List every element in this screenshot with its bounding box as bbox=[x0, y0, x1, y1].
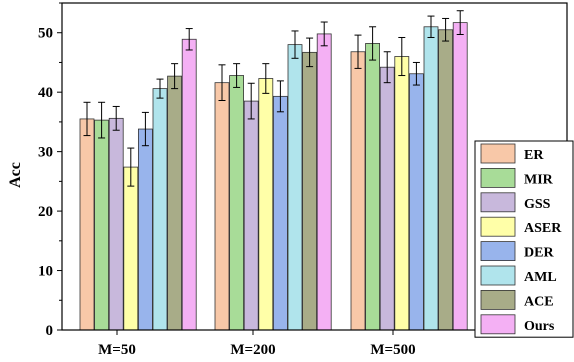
legend-swatch bbox=[480, 265, 516, 286]
error-bar-mir-2 bbox=[369, 26, 377, 61]
error-bar-ours-2 bbox=[456, 10, 464, 36]
bar-aml-2 bbox=[423, 26, 439, 331]
x-tick-label: M=200 bbox=[230, 342, 275, 358]
bar-aser-1 bbox=[258, 78, 274, 331]
error-bar-aser-1 bbox=[262, 63, 270, 94]
legend-item-gss: GSS bbox=[480, 192, 551, 213]
legend-item-mir: MIR bbox=[480, 167, 554, 188]
legend-label: MIR bbox=[524, 172, 554, 187]
legend-item-aser: ASER bbox=[480, 216, 562, 237]
legend-swatch bbox=[480, 314, 516, 335]
legend-swatch bbox=[480, 167, 516, 188]
bar-der-2 bbox=[408, 73, 424, 331]
y-tick-label: 30 bbox=[38, 145, 53, 161]
error-bar-er-1 bbox=[218, 64, 226, 102]
error-bar-mir-0 bbox=[98, 101, 106, 139]
bar-gss-0 bbox=[108, 117, 124, 331]
bar-mir-0 bbox=[94, 119, 109, 331]
bar-ours-0 bbox=[181, 38, 197, 331]
bar-er-1 bbox=[214, 82, 230, 331]
legend-item-der: DER bbox=[480, 241, 554, 262]
legend-item-aml: AML bbox=[480, 265, 557, 286]
error-bar-er-2 bbox=[354, 34, 362, 69]
legend-item-ours: Ours bbox=[480, 314, 555, 335]
bar-aser-0 bbox=[123, 166, 139, 331]
error-bar-aser-2 bbox=[398, 36, 406, 77]
error-bars-layer bbox=[83, 10, 464, 187]
legend-label: DER bbox=[524, 246, 554, 261]
y-tick-label: 50 bbox=[38, 26, 53, 42]
error-bar-gss-2 bbox=[383, 51, 391, 84]
error-bar-ours-0 bbox=[185, 28, 193, 51]
legend-label: AML bbox=[524, 270, 557, 285]
y-tick-label: 20 bbox=[38, 204, 53, 220]
y-tick-label: 10 bbox=[38, 264, 53, 280]
legend: ER MIR GSS ASER DER AML ACE Ours bbox=[474, 140, 574, 338]
legend-swatch bbox=[480, 143, 516, 164]
bar-der-1 bbox=[272, 95, 288, 331]
error-bar-aml-0 bbox=[156, 78, 164, 99]
legend-item-er: ER bbox=[480, 143, 544, 164]
legend-label: ASER bbox=[524, 221, 562, 236]
bar-er-2 bbox=[350, 51, 366, 331]
legend-swatch bbox=[480, 289, 516, 310]
legend-label: GSS bbox=[524, 197, 551, 212]
bar-mir-2 bbox=[365, 43, 381, 331]
error-bar-ours-1 bbox=[320, 21, 328, 47]
x-tick-label: M=500 bbox=[370, 342, 415, 358]
x-tick-label: M=50 bbox=[98, 342, 136, 358]
bar-ace-2 bbox=[438, 29, 454, 331]
error-bar-der-1 bbox=[276, 80, 284, 113]
legend-label: Ours bbox=[524, 319, 555, 334]
error-bar-aml-1 bbox=[291, 30, 299, 59]
legend-label: ER bbox=[524, 148, 544, 163]
error-bar-ace-1 bbox=[306, 37, 314, 68]
legend-swatch bbox=[480, 216, 516, 237]
bar-aser-2 bbox=[394, 56, 410, 331]
legend-swatch bbox=[480, 192, 516, 213]
error-bar-mir-1 bbox=[233, 63, 241, 88]
bar-ace-0 bbox=[167, 75, 183, 331]
error-bar-der-0 bbox=[141, 111, 149, 147]
bar-gss-1 bbox=[243, 100, 259, 331]
error-bar-der-2 bbox=[412, 61, 420, 86]
bar-er-0 bbox=[79, 118, 95, 331]
bars-layer bbox=[79, 22, 468, 331]
error-bar-ace-0 bbox=[171, 63, 179, 90]
error-bar-ace-2 bbox=[442, 17, 450, 42]
error-bar-gss-0 bbox=[112, 105, 120, 131]
error-bar-aml-2 bbox=[427, 15, 435, 38]
legend-item-ace: ACE bbox=[480, 289, 554, 310]
legend-label: ACE bbox=[524, 294, 554, 309]
bar-aml-0 bbox=[152, 88, 168, 331]
y-tick-label: 40 bbox=[38, 85, 53, 101]
error-bar-gss-1 bbox=[247, 82, 255, 120]
bar-mir-1 bbox=[229, 75, 245, 331]
bar-ace-1 bbox=[302, 51, 318, 331]
error-bar-aser-0 bbox=[127, 147, 135, 187]
legend-swatch bbox=[480, 241, 516, 262]
bar-gss-2 bbox=[379, 66, 395, 331]
y-tick-label: 0 bbox=[46, 323, 54, 339]
bar-aml-1 bbox=[287, 44, 303, 331]
error-bar-er-0 bbox=[83, 101, 91, 137]
bar-ours-1 bbox=[316, 33, 332, 331]
bar-der-0 bbox=[137, 128, 153, 331]
bar-ours-2 bbox=[452, 22, 468, 331]
y-axis-title: Acc bbox=[7, 162, 24, 188]
